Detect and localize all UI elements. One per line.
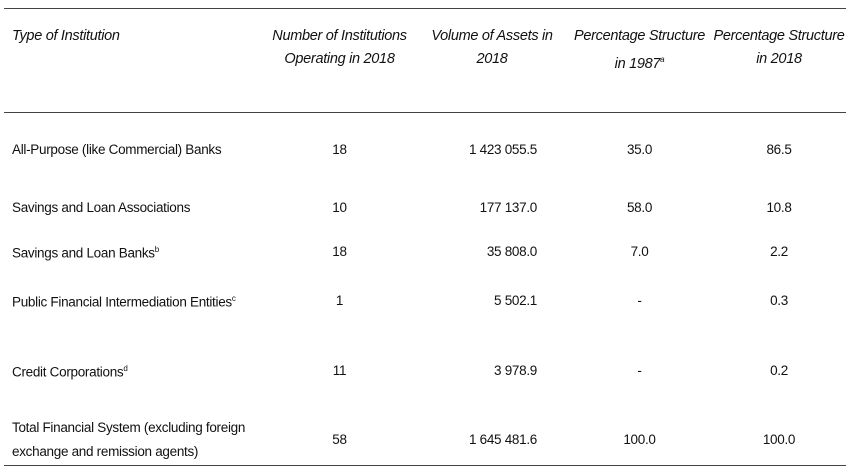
table-cell: 18 [332, 141, 347, 157]
row-label: Credit Corporationsd [4, 327, 262, 415]
table-cell: 11 [332, 362, 347, 378]
label-text: Credit Corporations [12, 364, 124, 380]
footnote-mark: b [154, 244, 159, 254]
table-cell: - [637, 292, 642, 308]
column-header: Type of Institution [4, 9, 262, 113]
table-cell: 5 502.1 [494, 292, 537, 308]
column-header: Percentage Structure in 1987a [567, 9, 712, 113]
footnote-mark: d [123, 363, 128, 373]
table-cell: 86.5 [766, 141, 792, 157]
label-text: Savings and Loan Banks [12, 245, 155, 261]
header-text: Percentage Structure in 1987 [573, 28, 706, 72]
table-cell: 10.8 [766, 199, 792, 215]
table-row: Savings and Loan Associations 10 177 137.0… [4, 187, 846, 229]
label-text: Savings and Loan Associations [12, 199, 191, 215]
header-row: Type of Institution Number of Institution… [4, 8, 846, 113]
table-body: All-Purpose (like Commercial) Banks 18 1 4… [4, 113, 846, 466]
table-cell: 18 [332, 243, 347, 259]
table-cell: 35.0 [626, 141, 653, 157]
row-label: Public Financial Intermediation Entities… [4, 275, 262, 327]
table-cell: 35 808.0 [486, 243, 537, 259]
table-head: Type of Institution Number of Institution… [4, 8, 846, 113]
label-text: All-Purpose (like Commercial) Banks [12, 141, 222, 157]
header-text: Volume of Assets in 2018 [431, 28, 553, 67]
table-row: Public Financial Intermediation Entities… [4, 275, 846, 327]
footnote-mark: a [660, 55, 665, 64]
row-label: Savings and Loan Banksb [4, 229, 262, 275]
table-row: Savings and Loan Banksb 18 35 808.0 7.0 2.2 [4, 229, 846, 275]
row-label: All-Purpose (like Commercial) Banks [4, 113, 262, 187]
table-cell: - [637, 362, 642, 378]
row-label: Total Financial System (excluding foreig… [4, 415, 262, 466]
table-cell: 1 423 055.5 [468, 141, 537, 157]
table-cell: 1 645 481.6 [468, 431, 537, 447]
table-row: Credit Corporationsd 11 3 978.9 - 0.2 [4, 327, 846, 415]
table-row: Total Financial System (excluding foreig… [4, 415, 846, 466]
table-cell: 100.0 [623, 431, 656, 447]
label-text: Total Financial System (excluding foreig… [12, 419, 246, 459]
table-cell: 100.0 [762, 431, 796, 447]
table-row: All-Purpose (like Commercial) Banks 18 1 4… [4, 113, 846, 187]
header-text: Type of Institution [12, 28, 120, 44]
table-cell: 1 [335, 292, 344, 308]
data-table: Type of Institution Number of Institution… [4, 8, 846, 466]
table-container: Type of Institution Number of Institution… [4, 8, 846, 466]
table-cell: 0.2 [770, 362, 788, 378]
table-cell: 0.3 [770, 292, 788, 308]
table-cell: 10 [332, 199, 347, 215]
label-text: Public Financial Intermediation Entities [12, 294, 232, 310]
table-cell: 58.0 [626, 199, 653, 215]
header-text: Number of Institutions Operating in 2018 [272, 28, 407, 67]
table-cell: 2.2 [770, 243, 788, 259]
table-cell: 177 137.0 [479, 199, 538, 215]
table-cell: 58 [332, 431, 347, 447]
row-label: Savings and Loan Associations [4, 187, 262, 229]
footnote-mark: c [231, 293, 236, 303]
column-header: Number of Institutions Operating in 2018 [262, 9, 417, 113]
column-header: Volume of Assets in 2018 [417, 9, 567, 113]
table-cell: 3 978.9 [494, 362, 537, 378]
header-text: Percentage Structure in 2018 [713, 28, 845, 67]
column-header: Percentage Structure in 2018 [712, 9, 846, 113]
table-cell: 7.0 [630, 243, 649, 259]
